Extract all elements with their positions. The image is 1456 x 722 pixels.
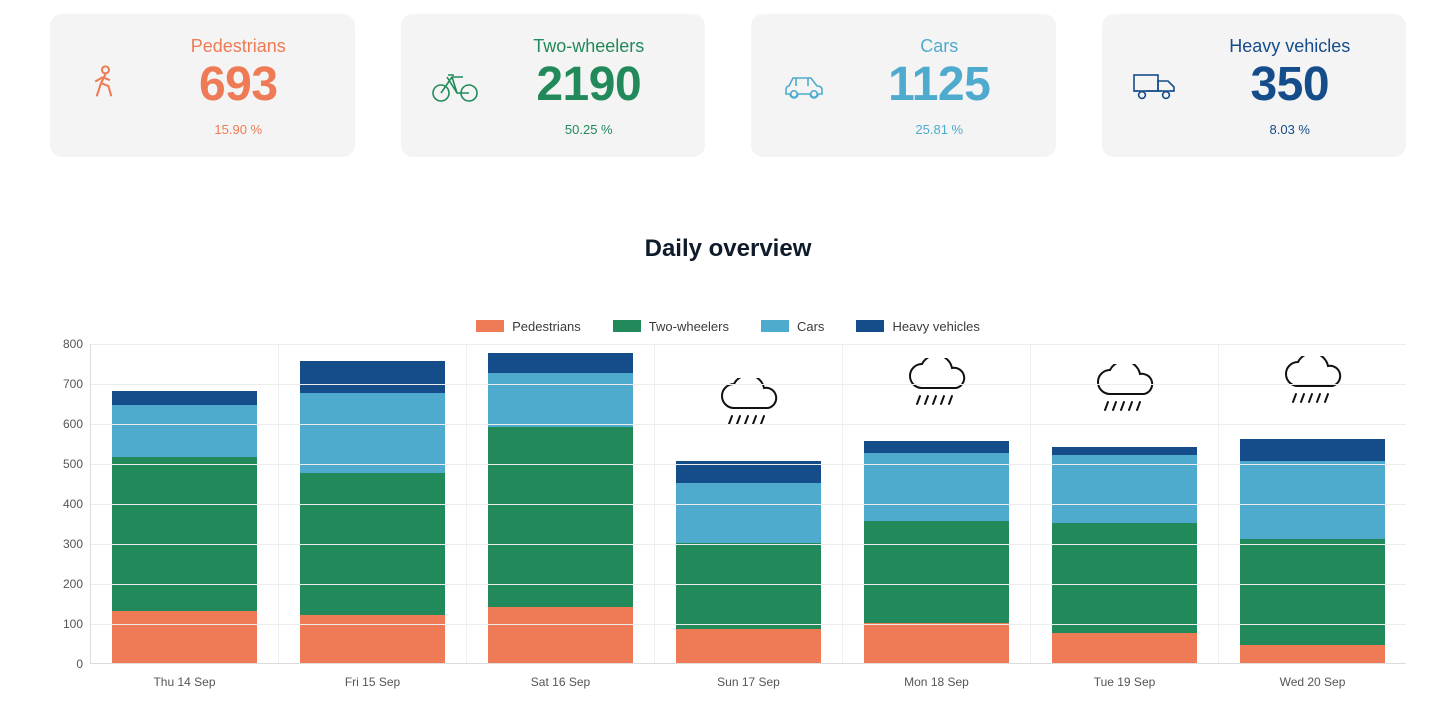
legend-label: Cars (797, 319, 824, 334)
x-tick-label: Fri 15 Sep (279, 663, 466, 689)
y-tick-label: 100 (51, 617, 83, 631)
bar-stack (112, 391, 258, 663)
y-tick-label: 0 (51, 657, 83, 671)
legend-label: Two-wheelers (649, 319, 729, 334)
card-value: 2190 (501, 59, 678, 112)
bar-segment-heavy-vehicles (1240, 439, 1386, 461)
chart-legend: Pedestrians Two-wheelers Cars Heavy vehi… (50, 319, 1406, 334)
chart-wrap: Thu 14 SepFri 15 SepSat 16 SepSun 17 Sep… (50, 344, 1406, 692)
bike-icon (429, 60, 481, 112)
legend-swatch (856, 320, 884, 332)
gridline (91, 584, 1406, 585)
rain-icon (1090, 364, 1160, 427)
legend-label: Pedestrians (512, 319, 581, 334)
bar-segment-pedestrians (488, 607, 634, 663)
bar-segment-cars (676, 483, 822, 543)
card-pct: 50.25 % (501, 122, 678, 137)
bar-segment-two-wheelers (488, 427, 634, 607)
x-tick-label: Sun 17 Sep (655, 663, 842, 689)
bar-segment-heavy-vehicles (112, 391, 258, 405)
legend-swatch (613, 320, 641, 332)
bar-segment-pedestrians (1240, 645, 1386, 663)
y-tick-label: 400 (51, 497, 83, 511)
bar-segment-heavy-vehicles (488, 353, 634, 373)
card-value: 350 (1202, 59, 1379, 112)
x-tick-label: Mon 18 Sep (843, 663, 1030, 689)
card-heavy-vehicles: Heavy vehicles 350 8.03 % (1102, 14, 1407, 157)
card-label: Two-wheelers (501, 36, 678, 57)
bar-stack (300, 361, 446, 663)
bar-segment-cars (300, 393, 446, 473)
bar-segment-heavy-vehicles (864, 441, 1010, 453)
card-pct: 25.81 % (851, 122, 1028, 137)
bar-segment-cars (112, 405, 258, 457)
card-two-wheelers: Two-wheelers 2190 50.25 % (401, 14, 706, 157)
summary-cards-row: Pedestrians 693 15.90 % Two-wheelers 219… (50, 14, 1406, 157)
legend-item-cars: Cars (761, 319, 824, 334)
legend-item-pedestrians: Pedestrians (476, 319, 581, 334)
legend-swatch (476, 320, 504, 332)
x-tick-label: Sat 16 Sep (467, 663, 654, 689)
rain-icon (714, 378, 784, 441)
legend-item-two-wheelers: Two-wheelers (613, 319, 729, 334)
bar-segment-cars (1052, 455, 1198, 523)
card-label: Heavy vehicles (1202, 36, 1379, 57)
legend-label: Heavy vehicles (892, 319, 979, 334)
car-icon (779, 60, 831, 112)
bar-segment-pedestrians (300, 615, 446, 663)
card-cars: Cars 1125 25.81 % (751, 14, 1056, 157)
bar-stack (488, 353, 634, 663)
card-label: Cars (851, 36, 1028, 57)
bar-segment-two-wheelers (1052, 523, 1198, 633)
bar-segment-cars (488, 373, 634, 427)
x-tick-label: Thu 14 Sep (91, 663, 278, 689)
bar-stack (676, 461, 822, 663)
bar-stack (1240, 439, 1386, 663)
card-value: 1125 (851, 59, 1028, 112)
card-label: Pedestrians (150, 36, 327, 57)
bar-segment-cars (1240, 461, 1386, 539)
bar-segment-pedestrians (1052, 633, 1198, 663)
y-tick-label: 700 (51, 377, 83, 391)
bar-segment-pedestrians (864, 623, 1010, 663)
bar-stack (1052, 447, 1198, 663)
truck-icon (1130, 60, 1182, 112)
rain-icon (902, 358, 972, 421)
card-pct: 15.90 % (150, 122, 327, 137)
card-pedestrians: Pedestrians 693 15.90 % (50, 14, 355, 157)
y-tick-label: 800 (51, 337, 83, 351)
legend-swatch (761, 320, 789, 332)
card-value: 693 (150, 59, 327, 112)
bar-segment-pedestrians (112, 611, 258, 663)
bar-segment-two-wheelers (112, 457, 258, 611)
legend-item-heavy-vehicles: Heavy vehicles (856, 319, 979, 334)
pedestrian-icon (78, 60, 130, 112)
bar-segment-two-wheelers (676, 543, 822, 629)
bar-segment-heavy-vehicles (1052, 447, 1198, 455)
gridline (91, 504, 1406, 505)
bar-segment-two-wheelers (864, 521, 1010, 623)
gridline (91, 544, 1406, 545)
x-tick-label: Wed 20 Sep (1219, 663, 1406, 689)
chart-plot: Thu 14 SepFri 15 SepSat 16 SepSun 17 Sep… (90, 344, 1406, 664)
x-tick-label: Tue 19 Sep (1031, 663, 1218, 689)
y-tick-label: 300 (51, 537, 83, 551)
gridline (91, 384, 1406, 385)
y-tick-label: 500 (51, 457, 83, 471)
bar-segment-two-wheelers (1240, 539, 1386, 645)
y-tick-label: 200 (51, 577, 83, 591)
bar-stack (864, 441, 1010, 663)
y-tick-label: 600 (51, 417, 83, 431)
chart-title: Daily overview (50, 235, 1406, 263)
rain-icon (1278, 356, 1348, 419)
gridline (91, 424, 1406, 425)
gridline (91, 464, 1406, 465)
gridline (91, 624, 1406, 625)
bar-segment-pedestrians (676, 629, 822, 663)
chart-section: Daily overview Pedestrians Two-wheelers … (50, 235, 1406, 692)
gridline (91, 344, 1406, 345)
bar-segment-heavy-vehicles (300, 361, 446, 393)
card-pct: 8.03 % (1202, 122, 1379, 137)
